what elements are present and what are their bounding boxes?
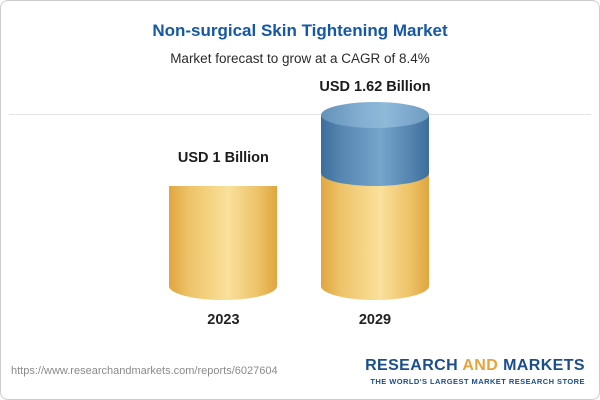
logo-wordmark: RESEARCH AND MARKETS — [365, 357, 585, 375]
top-gridline — [9, 114, 591, 115]
cylinder-2029 — [320, 102, 429, 300]
cylinder-top-ellipse-2023 — [169, 173, 277, 199]
bar-group-2023: USD 1 Billion 2023 — [169, 150, 278, 328]
logo-tagline: THE WORLD'S LARGEST MARKET RESEARCH STOR… — [370, 376, 585, 386]
chart-area: USD 1 Billion 2023 USD 1.62 Billion 2029 — [1, 70, 599, 342]
bar-group-2029: USD 1.62 Billion 2029 — [319, 79, 430, 328]
cylinder-2023 — [169, 186, 278, 300]
chart-header: Non-surgical Skin Tightening Market Mark… — [1, 1, 599, 66]
logo-word-research: RESEARCH — [365, 356, 459, 374]
footer: https://www.researchandmarkets.com/repor… — [1, 351, 599, 399]
cylinder-top-ellipse-2029 — [320, 102, 429, 128]
bars-row: USD 1 Billion 2023 USD 1.62 Billion 2029 — [1, 79, 599, 328]
logo-word-and: AND — [462, 356, 499, 374]
category-label-2023: 2023 — [207, 312, 240, 328]
value-label-2023: USD 1 Billion — [177, 150, 269, 166]
chart-subtitle: Market forecast to grow at a CAGR of 8.4… — [170, 51, 430, 66]
logo-word-markets: MARKETS — [503, 356, 585, 374]
report-url: https://www.researchandmarkets.com/repor… — [11, 365, 278, 377]
value-label-2029: USD 1.62 Billion — [319, 79, 431, 95]
research-and-markets-logo: RESEARCH AND MARKETS THE WORLD'S LARGEST… — [365, 357, 585, 386]
category-label-2029: 2029 — [358, 312, 392, 328]
chart-title: Non-surgical Skin Tightening Market — [152, 21, 448, 40]
